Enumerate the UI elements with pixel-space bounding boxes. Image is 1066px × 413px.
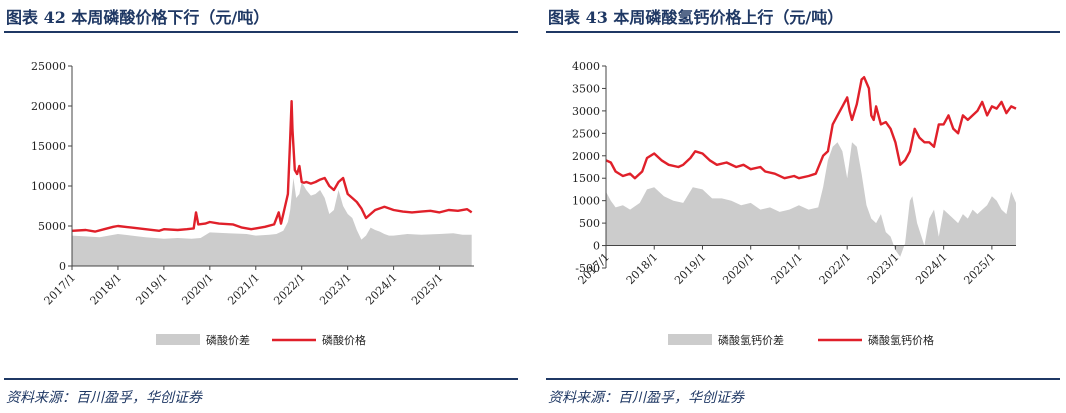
x-tick-label: 2018/1 <box>88 271 125 308</box>
y-tick-label: 4000 <box>572 60 600 73</box>
legend-label: 磷酸氢钙价格 <box>868 333 934 347</box>
title-divider <box>4 31 518 33</box>
x-tick-label: 2024/1 <box>913 250 950 287</box>
x-tick-label: 2020/1 <box>720 250 757 287</box>
y-tick-label: 20000 <box>31 100 66 113</box>
y-tick-label: 5000 <box>38 220 66 233</box>
source-note: 资料来源：百川盈孚，华创证券 <box>548 390 744 406</box>
x-tick-label: 2017/1 <box>42 271 79 308</box>
legend-label: 磷酸价格 <box>322 333 366 347</box>
legend-swatch-area <box>156 334 200 345</box>
x-tick-label: 2022/1 <box>271 271 308 308</box>
x-tick-label: 2023/1 <box>865 250 902 287</box>
series-line-1 <box>71 100 473 233</box>
x-tick-label: 2024/1 <box>363 271 400 308</box>
y-tick-label: 2500 <box>572 127 600 140</box>
y-tick-label: 15000 <box>31 140 66 153</box>
x-tick-label: 2019/1 <box>133 271 170 308</box>
chart-title: 图表 42 本周磷酸价格下行（元/吨） <box>6 8 270 27</box>
source-divider <box>546 378 1060 380</box>
x-tick-label: 2021/1 <box>769 250 806 287</box>
y-tick-label: -500 <box>575 262 600 275</box>
x-tick-label: 2019/1 <box>672 250 709 287</box>
x-tick-label: 2025/1 <box>409 271 446 308</box>
series-line-1 <box>605 76 1017 180</box>
y-tick-label: 0 <box>59 260 66 273</box>
source-note: 资料来源：百川盈孚，华创证券 <box>6 390 202 406</box>
y-tick-label: 3500 <box>572 82 600 95</box>
chart-canvas: -500050010001500200025003000350040002017… <box>572 60 1017 347</box>
chart-title: 图表 43 本周磷酸氢钙价格上行（元/吨） <box>548 8 844 27</box>
source-divider <box>4 378 518 380</box>
x-tick-label: 2018/1 <box>624 250 661 287</box>
series-area-0 <box>72 178 472 266</box>
y-tick-label: 1500 <box>572 172 600 185</box>
y-tick-label: 2000 <box>572 150 600 163</box>
y-tick-label: 500 <box>579 217 600 230</box>
y-tick-label: 1000 <box>572 195 600 208</box>
y-tick-label: 10000 <box>31 180 66 193</box>
x-tick-label: 2021/1 <box>225 271 262 308</box>
y-tick-label: 3000 <box>572 105 600 118</box>
series-area-0 <box>606 142 1016 257</box>
legend-swatch-area <box>668 334 712 345</box>
x-tick-label: 2022/1 <box>817 250 854 287</box>
chart-panel-left: 图表 42 本周磷酸价格下行（元/吨） 0 5000 10000 15000 20000… <box>4 0 522 413</box>
legend-label: 磷酸价差 <box>206 333 250 347</box>
chart-canvas: 0 5000 10000 15000 20000 25000 2017/1 2018/1 201… <box>31 60 474 347</box>
y-tick-label: 0 <box>593 240 600 253</box>
x-tick-label: 2025/1 <box>961 250 998 287</box>
y-tick-label: 25000 <box>31 60 66 73</box>
chart-panel-right: 图表 43 本周磷酸氢钙价格上行（元/吨） -500 0 500 1000 1500 20… <box>546 0 1064 413</box>
legend-label: 磷酸氢钙价差 <box>718 333 784 347</box>
x-tick-label: 2023/1 <box>317 271 354 308</box>
title-divider <box>546 31 1060 33</box>
x-tick-label: 2020/1 <box>179 271 216 308</box>
